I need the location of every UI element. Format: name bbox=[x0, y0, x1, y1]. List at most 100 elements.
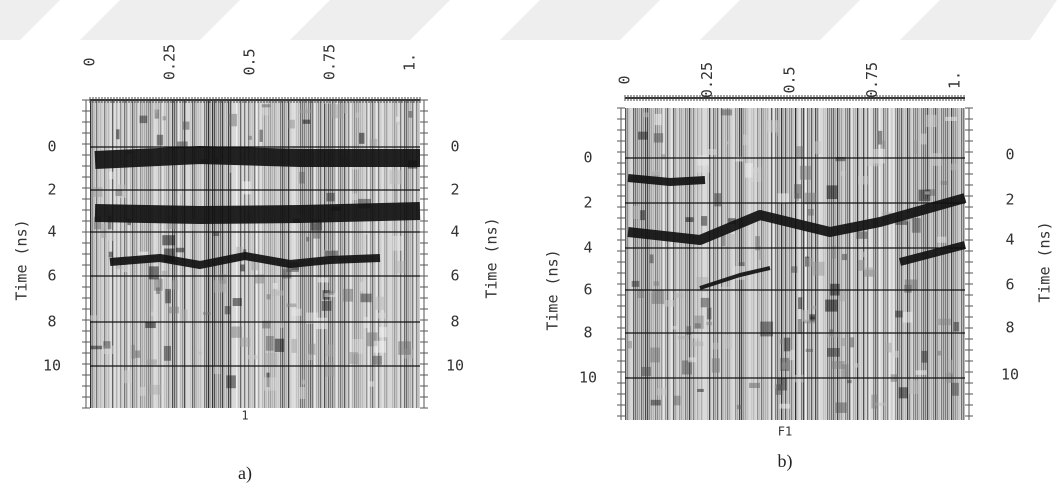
trace bbox=[665, 108, 667, 420]
speckle bbox=[793, 374, 804, 383]
trace bbox=[893, 108, 895, 420]
speckle bbox=[895, 220, 908, 225]
trace bbox=[90, 100, 92, 408]
trace bbox=[707, 108, 709, 420]
reflection bbox=[627, 174, 706, 186]
speckle bbox=[106, 230, 116, 241]
speckle bbox=[799, 165, 811, 180]
speckle bbox=[760, 321, 774, 337]
trace bbox=[751, 108, 753, 420]
trace bbox=[258, 100, 260, 408]
trace bbox=[897, 108, 899, 420]
speckle bbox=[321, 300, 332, 311]
trace bbox=[108, 100, 110, 408]
trace bbox=[124, 100, 126, 408]
trace bbox=[735, 108, 737, 420]
trace bbox=[358, 100, 360, 408]
speckle bbox=[938, 318, 951, 326]
speckle bbox=[826, 333, 838, 338]
speckle bbox=[789, 349, 795, 361]
trace bbox=[230, 100, 232, 408]
trace bbox=[360, 100, 362, 408]
trace bbox=[270, 100, 272, 408]
speckle bbox=[864, 269, 876, 277]
speckle bbox=[139, 115, 148, 124]
speckle bbox=[367, 332, 378, 347]
speckle bbox=[101, 345, 114, 354]
trace bbox=[867, 108, 869, 420]
speckle bbox=[918, 189, 931, 202]
trace bbox=[725, 108, 727, 420]
trace bbox=[851, 108, 853, 420]
trace bbox=[755, 108, 757, 420]
trace bbox=[763, 108, 765, 420]
trace bbox=[198, 100, 200, 408]
speckle bbox=[91, 187, 103, 197]
trace bbox=[917, 108, 919, 420]
speckle bbox=[103, 341, 111, 349]
speckle bbox=[359, 132, 365, 144]
radargram-panel: 0 0.25 0.5 0.75 1. 0 2 4 6 8 10 0 2 4 6 8 10 Time (ns) Tim… bbox=[544, 62, 1054, 472]
speckle bbox=[636, 289, 645, 298]
speckle bbox=[697, 155, 709, 166]
trace bbox=[881, 108, 883, 420]
speckle bbox=[798, 297, 803, 310]
speckle bbox=[395, 261, 405, 274]
top-tick-label: 0.5 bbox=[241, 48, 259, 75]
speckle bbox=[831, 245, 837, 259]
speckle bbox=[846, 379, 852, 384]
trace bbox=[701, 108, 703, 420]
trace bbox=[294, 100, 296, 408]
speckle bbox=[705, 149, 717, 155]
speckle bbox=[694, 315, 704, 329]
trace bbox=[871, 108, 873, 420]
right-tick-label: 2 bbox=[1005, 191, 1014, 209]
speckle bbox=[677, 336, 689, 340]
trace bbox=[348, 100, 350, 408]
trace bbox=[256, 100, 258, 408]
right-tick-label: 6 bbox=[450, 267, 459, 285]
trace bbox=[657, 108, 659, 420]
speckle bbox=[805, 348, 814, 353]
right-tick-label: 0 bbox=[450, 138, 459, 156]
trace bbox=[715, 108, 717, 420]
trace bbox=[296, 100, 298, 408]
trace bbox=[280, 100, 282, 408]
speckle bbox=[921, 350, 928, 363]
top-tick-label: 0 bbox=[616, 75, 634, 84]
trace bbox=[288, 100, 290, 408]
trace bbox=[709, 108, 711, 420]
speckle bbox=[673, 395, 681, 406]
speckle bbox=[915, 370, 927, 375]
speckle bbox=[374, 296, 385, 310]
speckle bbox=[123, 370, 132, 384]
speckle bbox=[840, 337, 846, 347]
trace bbox=[316, 100, 318, 408]
speckle bbox=[236, 246, 243, 254]
trace bbox=[376, 100, 378, 408]
speckle bbox=[720, 109, 733, 116]
speckle bbox=[854, 363, 859, 368]
speckle bbox=[239, 337, 251, 347]
trace bbox=[314, 100, 316, 408]
speckle bbox=[827, 347, 840, 357]
trace bbox=[362, 100, 364, 408]
speckle bbox=[736, 404, 742, 410]
speckle bbox=[807, 209, 814, 216]
trace bbox=[779, 108, 781, 420]
trace bbox=[174, 100, 176, 408]
trace bbox=[737, 108, 739, 420]
top-tick-label: 1. bbox=[401, 53, 419, 71]
trace bbox=[699, 108, 701, 420]
speckle bbox=[953, 321, 960, 332]
speckle bbox=[661, 154, 666, 160]
speckle bbox=[891, 350, 899, 358]
trace bbox=[909, 108, 911, 420]
speckle bbox=[150, 311, 156, 317]
speckle bbox=[685, 217, 694, 222]
trace bbox=[669, 108, 671, 420]
trace bbox=[785, 108, 787, 420]
trace bbox=[945, 108, 947, 420]
speckle bbox=[631, 205, 641, 220]
